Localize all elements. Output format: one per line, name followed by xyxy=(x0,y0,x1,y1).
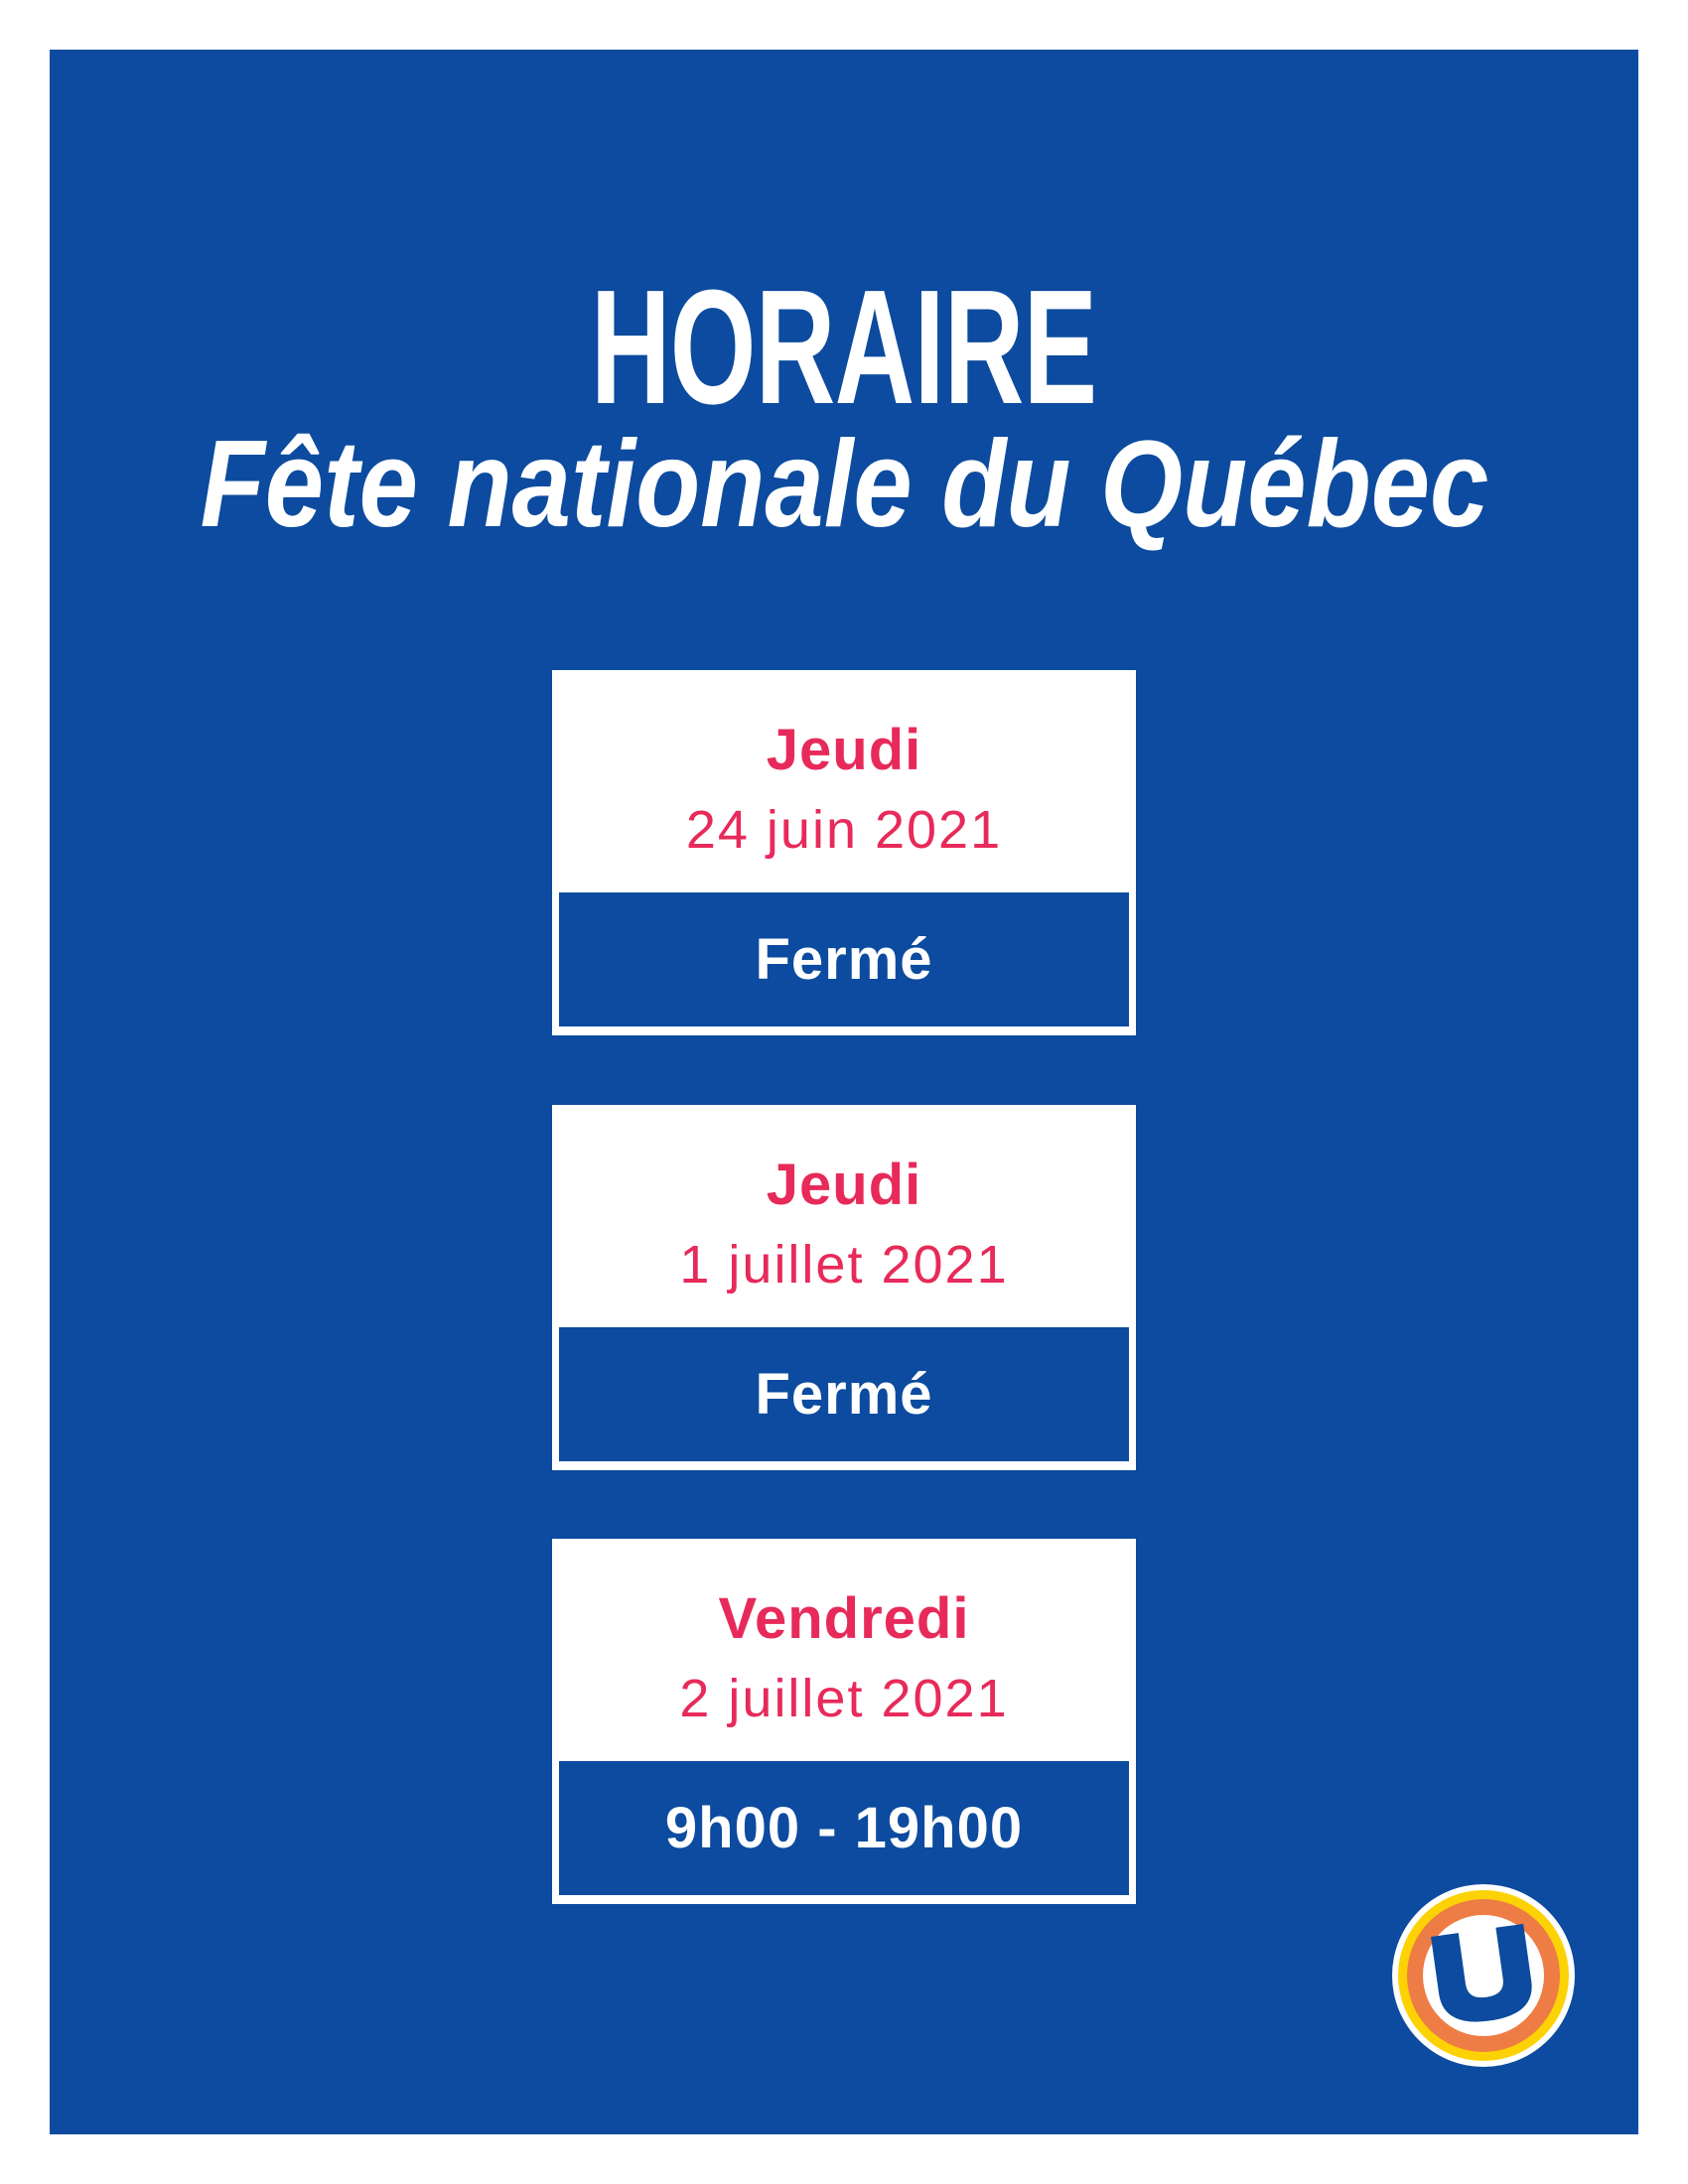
date-label: 24 juin 2021 xyxy=(685,800,1003,860)
hours-bar: 9h00 - 19h00 xyxy=(559,1761,1129,1895)
poster-subtitle: Fête nationale du Québec xyxy=(50,423,1638,546)
hours-label: Fermé xyxy=(755,926,933,992)
day-label: Jeudi xyxy=(766,1153,922,1217)
day-label: Vendredi xyxy=(718,1586,970,1651)
poster-subtitle-text: Fête nationale du Québec xyxy=(200,416,1488,553)
brand-logo xyxy=(1391,1883,1576,2068)
date-label: 1 juillet 2021 xyxy=(679,1235,1009,1295)
date-label: 2 juillet 2021 xyxy=(679,1669,1009,1728)
logo-letter-u-icon xyxy=(1431,1923,1532,2022)
hours-bar: Fermé xyxy=(559,1327,1129,1461)
schedule-card: Jeudi 1 juillet 2021 Fermé xyxy=(552,1105,1136,1470)
day-label: Jeudi xyxy=(766,718,922,782)
blue-panel: HORAIRE Fête nationale du Québec Jeudi 2… xyxy=(50,50,1638,2134)
schedule-card: Jeudi 24 juin 2021 Fermé xyxy=(552,670,1136,1035)
poster-title-text: HORAIRE xyxy=(591,256,1097,438)
schedule-card: Vendredi 2 juillet 2021 9h00 - 19h00 xyxy=(552,1539,1136,1904)
hours-label: Fermé xyxy=(755,1361,933,1427)
hours-label: 9h00 - 19h00 xyxy=(664,1795,1024,1860)
poster-title: HORAIRE xyxy=(50,266,1638,429)
hours-bar: Fermé xyxy=(559,892,1129,1026)
